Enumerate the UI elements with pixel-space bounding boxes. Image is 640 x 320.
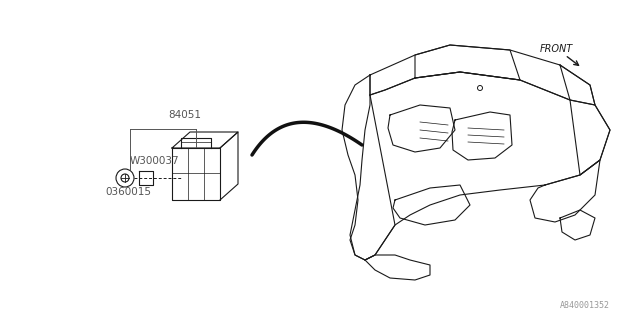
Text: A840001352: A840001352 (560, 301, 610, 310)
Text: 0360015: 0360015 (105, 187, 151, 197)
Text: FRONT: FRONT (540, 44, 573, 54)
Text: 84051: 84051 (168, 110, 201, 120)
Text: W300037: W300037 (130, 156, 180, 166)
